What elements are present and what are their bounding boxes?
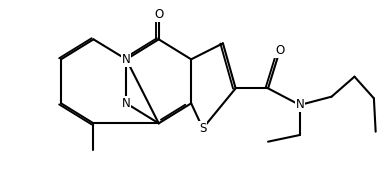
Text: O: O [275, 44, 284, 57]
Text: S: S [199, 122, 206, 135]
Text: N: N [122, 53, 131, 66]
Text: O: O [154, 8, 163, 22]
Text: N: N [295, 99, 304, 112]
Text: N: N [122, 97, 131, 110]
